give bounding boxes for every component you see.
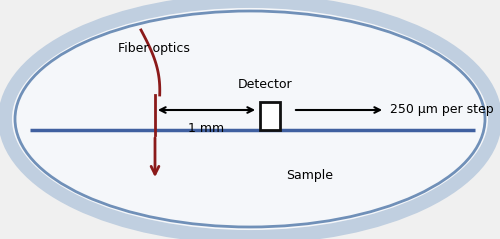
Text: Fiber optics: Fiber optics bbox=[118, 42, 190, 54]
Bar bbox=[260, 102, 280, 130]
Text: 1 mm: 1 mm bbox=[188, 122, 224, 135]
Text: Detector: Detector bbox=[238, 78, 292, 92]
Text: Sample: Sample bbox=[286, 168, 334, 181]
Ellipse shape bbox=[5, 1, 495, 237]
Text: 250 μm per step: 250 μm per step bbox=[390, 103, 494, 116]
